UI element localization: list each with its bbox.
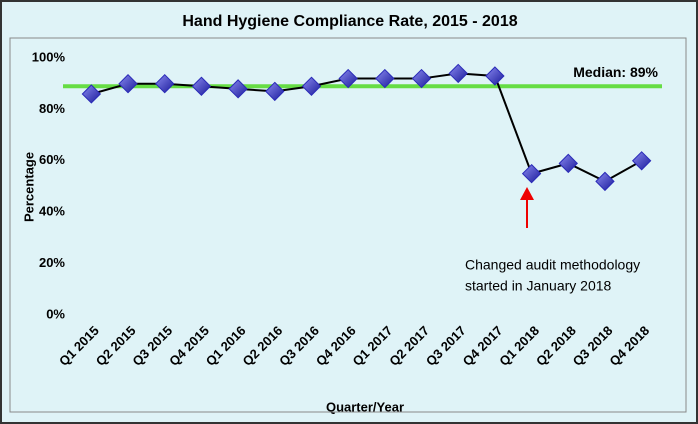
data-point	[448, 63, 468, 84]
y-tick-label: 20%	[39, 255, 65, 270]
data-point	[375, 68, 395, 89]
data-point	[558, 153, 578, 174]
y-tick-label: 60%	[39, 152, 65, 167]
y-tick-label: 100%	[32, 49, 66, 64]
y-tick-label: 80%	[39, 101, 65, 116]
y-tick-label: 0%	[46, 306, 65, 321]
data-point	[521, 163, 542, 184]
data-point	[191, 76, 212, 96]
annotation: started in January 2018	[465, 278, 612, 294]
data-point	[265, 81, 285, 102]
annotation: Changed audit methodology	[465, 257, 640, 273]
data-point	[81, 84, 102, 104]
data-point	[155, 73, 175, 94]
data-point	[228, 79, 248, 99]
chart-title: Hand Hygiene Compliance Rate, 2015 - 201…	[182, 13, 517, 30]
series-line	[91, 72, 643, 183]
data-point	[595, 171, 615, 192]
data-point	[411, 68, 432, 89]
y-axis-label: Percentage	[21, 152, 36, 222]
data-point	[485, 66, 505, 86]
data-point	[118, 73, 138, 94]
data-point	[338, 68, 358, 89]
arrow-head	[520, 187, 534, 200]
plot-area	[9, 37, 687, 413]
x-axis-label: Quarter/Year	[326, 399, 404, 414]
median-label: Median: 89%	[573, 64, 658, 80]
data-point	[301, 76, 322, 96]
data-point	[631, 151, 652, 171]
y-tick-label: 40%	[39, 204, 65, 219]
